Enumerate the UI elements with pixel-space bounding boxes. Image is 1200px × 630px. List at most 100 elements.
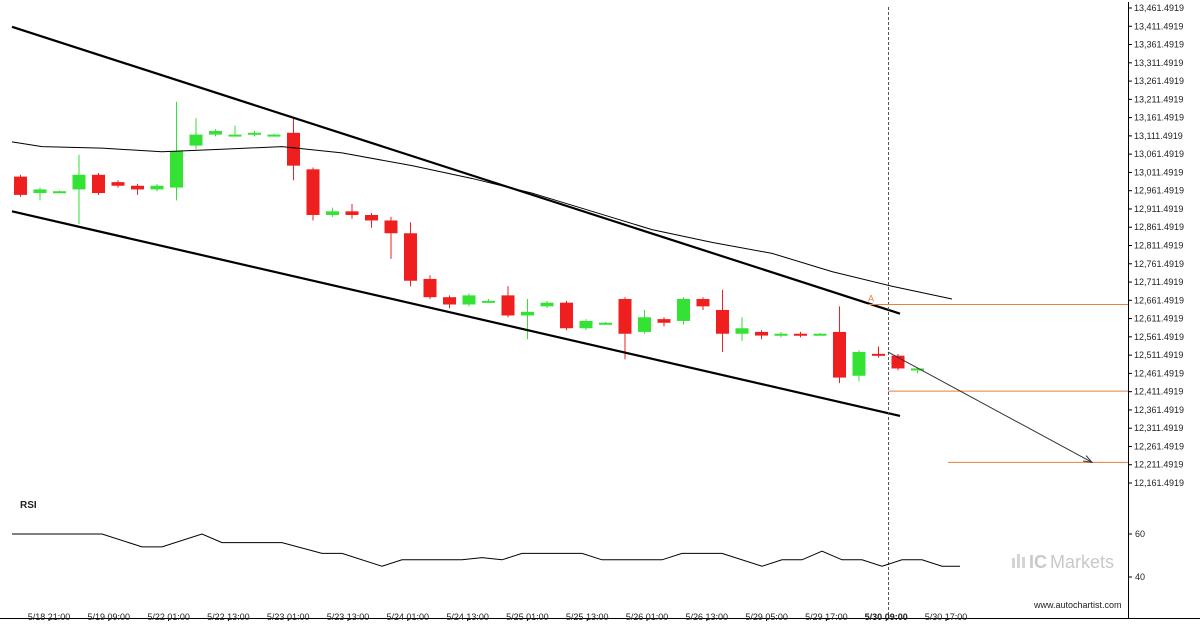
x-tick-label: 5/25 13:00	[566, 612, 609, 622]
y-tick-label: 13,011.4919	[1134, 167, 1183, 177]
brand-markets-text: Markets	[1050, 552, 1114, 572]
rsi-tick-label: 60	[1135, 529, 1145, 539]
y-tick-label: 12,861.4919	[1134, 222, 1184, 232]
x-tick-label: 5/25 01:00	[506, 612, 549, 622]
candle-body	[774, 333, 788, 336]
y-tick-label: 12,361.4919	[1134, 405, 1184, 415]
x-tick-label: 5/29 05:00	[745, 612, 788, 622]
candle-body	[111, 182, 125, 186]
moving-average-line	[11, 141, 953, 300]
y-tick-label: 12,961.4919	[1134, 186, 1184, 196]
candle-body	[423, 278, 437, 298]
point-a-label: A	[868, 294, 874, 304]
candle-body	[248, 132, 261, 135]
candle-body	[384, 220, 398, 234]
candle-body	[14, 176, 27, 195]
brand-ic-text: IC	[1029, 552, 1047, 572]
candle-body	[72, 174, 86, 190]
candle-body	[833, 331, 846, 378]
candle-body	[735, 328, 749, 334]
candle-body	[618, 299, 632, 334]
candle-body	[228, 134, 242, 137]
candle-body	[677, 299, 690, 321]
candle-body	[911, 368, 924, 371]
source-link[interactable]: www.autochartist.com	[1033, 600, 1122, 610]
y-tick-label: 13,411.4919	[1134, 21, 1183, 31]
candle-body	[755, 331, 768, 336]
candle-body	[599, 322, 612, 325]
y-tick-label: 12,311.4919	[1134, 423, 1183, 433]
candle-body	[92, 174, 105, 194]
x-tick-label: 5/18 21:00	[28, 612, 71, 622]
channel-lower-line	[11, 210, 901, 418]
y-tick-label: 13,261.4919	[1134, 76, 1184, 86]
candle-body	[170, 151, 183, 188]
y-tick-label: 12,611.4919	[1134, 314, 1183, 324]
price-plot	[0, 2, 1200, 619]
candle-body	[345, 211, 359, 215]
x-tick-label: 5/24 01:00	[387, 612, 430, 622]
y-tick-label: 12,711.4919	[1134, 277, 1183, 287]
y-tick-label: 12,411.4919	[1134, 387, 1183, 397]
x-tick-label: 5/26 13:00	[686, 612, 729, 622]
y-tick-label: 13,361.4919	[1134, 40, 1184, 50]
rsi-panel: RSI 60 40	[12, 500, 1145, 582]
y-tick-label: 12,761.4919	[1134, 259, 1184, 269]
y-tick-label: 12,911.4919	[1134, 204, 1183, 214]
forecast-arrow-line	[887, 351, 1093, 463]
y-tick-label: 13,311.4919	[1134, 58, 1183, 68]
y-tick-label: 13,211.4919	[1134, 94, 1183, 104]
branding: IC Markets www.autochartist.com	[1012, 552, 1122, 610]
candle-body	[813, 333, 827, 336]
candle-body	[482, 300, 495, 303]
y-tick-label: 12,461.4919	[1134, 368, 1184, 378]
x-tick-label: 5/22 01:00	[147, 612, 190, 622]
candle-body	[131, 185, 144, 190]
x-tick-label: 5/23 01:00	[267, 612, 310, 622]
candle-body	[189, 134, 203, 146]
candlestick-series	[14, 101, 924, 384]
candle-body	[33, 189, 47, 194]
rsi-label: RSI	[20, 500, 37, 511]
candle-body	[794, 333, 807, 336]
x-tick-label: 5/23 13:00	[327, 612, 370, 622]
y-tick-label: 13,111.4919	[1134, 131, 1183, 141]
candle-body	[872, 353, 885, 356]
y-tick-label: 13,061.4919	[1134, 149, 1184, 159]
y-tick-label: 12,211.4919	[1134, 460, 1183, 470]
candle-body	[365, 214, 378, 221]
candle-body	[287, 132, 300, 166]
candle-body	[267, 134, 281, 137]
y-tick-label: 12,161.4919	[1134, 478, 1184, 488]
y-tick-label: 12,811.4919	[1134, 241, 1183, 251]
candle-body	[696, 299, 710, 307]
x-tick-label: 5/22 13:00	[207, 612, 250, 622]
candle-body	[521, 311, 534, 316]
x-tick-label: 5/26 01:00	[626, 612, 669, 622]
price-axis: 13,461.4919 13,411.4919 13,361.4919 13,311.…	[1128, 3, 1184, 488]
candle-body	[638, 317, 651, 332]
x-tick-label: 5/24 13:00	[446, 612, 489, 622]
rsi-line	[12, 533, 960, 567]
candle-body	[501, 295, 515, 316]
candle-body	[53, 191, 66, 194]
candle-body	[150, 185, 164, 190]
x-tick-label: 5/19 09:00	[88, 612, 131, 622]
y-tick-label: 12,661.4919	[1134, 295, 1184, 305]
candle-body	[443, 297, 456, 305]
candle-body	[716, 309, 729, 334]
y-tick-label: 13,161.4919	[1134, 113, 1184, 123]
candle-body	[852, 352, 866, 376]
candle-body	[462, 295, 476, 305]
x-tick-label: 5/30 09:00	[865, 612, 908, 622]
candle-body	[560, 302, 573, 329]
candle-body	[326, 211, 339, 215]
channel-upper-line	[11, 25, 901, 315]
candle-body	[209, 130, 222, 135]
candle-body	[657, 319, 671, 323]
candle-body	[540, 302, 554, 307]
forecast-arrow-head	[1083, 455, 1094, 464]
brand-logo-icon	[1012, 554, 1025, 568]
candle-body	[579, 320, 593, 329]
